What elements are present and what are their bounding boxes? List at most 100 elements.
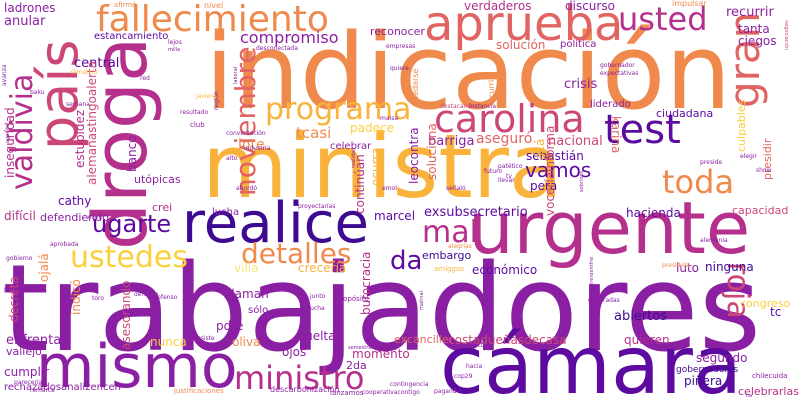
word: destacando [440, 103, 475, 110]
word: aprobada [50, 241, 79, 248]
word: recurrir [726, 5, 774, 20]
word: abiertos [614, 309, 667, 324]
word: vallejo [6, 345, 42, 358]
word: junto [310, 293, 326, 300]
word: impulsar [672, 0, 707, 8]
word: quedarse [411, 68, 420, 106]
word: mal [422, 215, 478, 250]
word: escucha [300, 305, 325, 312]
word: toda [662, 163, 735, 201]
word: enfrentar [6, 333, 67, 348]
word: embargo [422, 249, 472, 262]
word: nunca [150, 335, 187, 349]
word: oliva [232, 335, 261, 349]
word: ugarte [92, 210, 172, 238]
word: alemanastingoalerta [85, 61, 99, 185]
word: ha [746, 393, 753, 399]
word: indicación [205, 11, 732, 133]
word: contingencia [390, 381, 429, 388]
word: soluciona [425, 123, 439, 180]
word: aseguró [476, 131, 533, 147]
word: hacia [466, 363, 483, 370]
word: vamos [525, 158, 592, 182]
word: futuro [484, 168, 503, 175]
word: sólo [248, 305, 269, 316]
word: política [560, 39, 597, 50]
word: banco [125, 135, 139, 172]
word: compromiso [240, 28, 339, 47]
word: señaló [446, 185, 466, 192]
word: burocracia [359, 251, 373, 315]
word: piñera [684, 374, 723, 388]
word: lejos [168, 39, 182, 46]
word: excanciller [394, 333, 454, 346]
word: gobernador [600, 62, 635, 69]
word: exsubsecretario [424, 205, 528, 220]
word: pagando [434, 388, 461, 395]
word: llevar [498, 177, 515, 184]
word: cámara [440, 319, 742, 400]
word: chilecuida [752, 372, 788, 380]
word: agenda [5, 124, 11, 143]
word: hacienda [626, 206, 681, 220]
word: pdte [216, 319, 244, 333]
word: parecería [14, 379, 43, 386]
word: difícil [4, 209, 36, 223]
word: capacidad [732, 204, 789, 217]
word: defendiendo [40, 211, 109, 224]
word: crisis [564, 77, 598, 92]
word: voceríainforma [543, 125, 557, 216]
word: nivel [204, 1, 224, 10]
word: negociación [783, 20, 789, 51]
word: cop29 [454, 373, 473, 380]
word: gobierno [6, 255, 33, 262]
word: costadueñasdecasa [448, 333, 567, 347]
word: descarbonización [270, 385, 340, 394]
word: alemania [700, 237, 728, 244]
word: luto [676, 261, 699, 275]
word: show [756, 167, 772, 174]
word: derecho [134, 291, 159, 298]
word: lucha [212, 207, 240, 218]
word: ministra [202, 115, 563, 218]
word: da [390, 246, 423, 276]
word: gobernadores [676, 365, 739, 375]
word: tcasi [296, 124, 332, 142]
word: aprueba [424, 0, 624, 52]
word: vuelta [298, 329, 336, 343]
word: patético [498, 163, 523, 170]
word: abordó [236, 185, 257, 192]
word: urgente [468, 186, 751, 270]
word: trabajadores [2, 240, 762, 379]
word: doctor [470, 342, 490, 349]
word: pasada [4, 286, 26, 293]
word: mismo [36, 332, 238, 400]
word: laboral [233, 66, 239, 84]
word: presidida [662, 262, 690, 269]
word: indefenso [148, 294, 178, 301]
word: instancia [469, 103, 497, 110]
word: toro [92, 295, 105, 302]
word: afirmó [114, 1, 137, 9]
word: discurso [565, 0, 615, 13]
word: central [74, 56, 120, 71]
word: quieren [624, 333, 670, 347]
word: utópicas [134, 173, 181, 186]
word: económico [472, 263, 538, 277]
word: semestralmente [348, 345, 389, 351]
word: llaman [228, 287, 269, 301]
word: anular [4, 14, 46, 29]
word: ojos [282, 345, 307, 359]
word: quiere [390, 65, 409, 72]
word: nacional [548, 134, 603, 149]
word: ciegos [738, 34, 777, 48]
word: ministro [234, 359, 365, 397]
word: resultado [180, 109, 209, 116]
word: celebrarlas [738, 385, 799, 398]
word: asesorando [119, 280, 133, 350]
word: celebrar [330, 141, 372, 152]
word: justificaciones [174, 387, 224, 395]
word: ninguna [705, 260, 754, 274]
word: quereroemfrei [589, 256, 595, 292]
